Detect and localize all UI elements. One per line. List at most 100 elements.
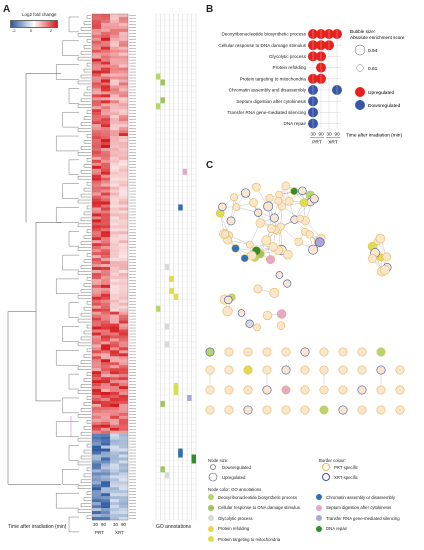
heatmap-cell [110,79,119,83]
heatmap-cell [101,100,110,104]
heatmap-cell [101,278,110,283]
network-node [276,321,286,330]
heatmap-cell [119,28,128,33]
heatmap-cell [119,258,128,262]
heatmap-cell [92,383,101,387]
heatmap-cell [110,159,119,164]
heatmap-cell [92,335,101,339]
heatmap-cell [92,359,101,363]
heatmap-cell [119,377,128,381]
heatmap-cell [110,130,119,134]
dendrogram-branch [68,231,79,247]
heatmap-cell [92,314,101,318]
heatmap-cell [101,79,110,83]
network-node [205,365,215,375]
dendrogram-branch [80,503,91,507]
heatmap-cell [110,478,119,482]
heatmap-cell [101,234,110,238]
heatmap-cell [92,14,101,18]
heatmap-cell [92,153,101,158]
go-legend-item: Chromatin assembly or disassembly [316,494,395,500]
network-node [243,365,253,375]
heatmap-cell [92,198,101,202]
heatmap-cell [110,383,119,387]
network-node [274,196,283,205]
heatmap-cell [110,31,119,36]
heatmap-cell [119,296,128,300]
dendrogram-branch [80,170,91,174]
heatmap-cell [110,121,119,125]
network-node [268,242,278,252]
heatmap-cell [101,490,110,494]
dendrogram-branch [86,110,91,114]
heatmap-cell [92,112,101,116]
heatmap-cell [92,460,101,464]
heatmap-cell [101,189,110,193]
dendrogram-branch [86,324,91,329]
heatmap-cell [101,272,110,277]
dendrogram-branch [68,373,79,390]
heatmap-cell [110,52,119,56]
heatmap-cell [101,252,110,256]
heatmap-cell [110,109,119,113]
node-size-down: Downregulated [222,465,251,470]
go-legend-swatch [208,536,214,542]
network-node [300,347,310,357]
heatmap-cell [101,231,110,235]
heatmap-cell [110,67,119,71]
heatmap-cell [101,383,110,387]
heatmap-cell [119,299,128,303]
heatmap-cell [110,207,119,211]
heatmap-cell [101,374,110,378]
dendrogram-branch [83,449,91,454]
heatmap-cell [110,380,119,384]
dendrogram-branch [80,360,91,364]
network-node [281,181,291,191]
heatmap-cell [101,136,110,140]
dendrogram-branch [77,271,91,275]
heatmap-cell [110,147,119,152]
heatmap-cell [119,162,128,166]
heatmap-cell [92,284,101,289]
go-term-label: Protein targeting to mitochondria [240,76,307,81]
go-legend-label: Cellular response to DNA damage stimulus [218,505,300,510]
heatmap-cell [101,147,110,152]
heatmap-cell [110,296,119,300]
bubble-size-small [356,64,364,72]
go-legend-item: Protein targeting to mitochondria [208,536,280,542]
heatmap-cell [101,243,110,247]
heatmap-cell [92,448,101,452]
heatmap-cell [101,350,110,354]
heatmap-cell [101,168,110,172]
heatmap-cell [92,421,101,425]
heatmap-cell [92,442,101,446]
dendrogram-branch [77,223,91,228]
dendrogram-branch [77,33,91,37]
dendrogram-branch [80,479,91,483]
heatmap-cell [119,272,128,277]
heatmap-cell [110,359,119,363]
dendrogram-branch [80,265,91,269]
bubble-chart: Deoxyribonucleotide biosynthetic process… [218,28,405,146]
network-node [376,405,386,415]
heatmap-cell [92,320,101,324]
heatmap-cell [110,356,119,360]
heatmap-cell [110,287,119,292]
heatmap-cell [119,168,128,172]
heatmap-cell [101,287,110,292]
heatmap-cell [110,368,119,372]
go-legend-item: Glycolytic process [208,515,253,521]
heatmap-cell [110,162,119,166]
heatmap-cell [101,174,110,178]
dendrogram-branch [56,278,79,294]
network-node [237,309,246,317]
heatmap-cell [119,341,128,345]
heatmap-cell [119,406,128,411]
heatmap-cell [119,246,128,250]
heatmap-cell [92,463,101,467]
dendrogram-branch [77,247,91,251]
heatmap-cell [101,240,110,244]
heatmap-cell [119,67,128,71]
heatmap-cell [101,406,110,411]
heatmap-cell [110,153,119,158]
